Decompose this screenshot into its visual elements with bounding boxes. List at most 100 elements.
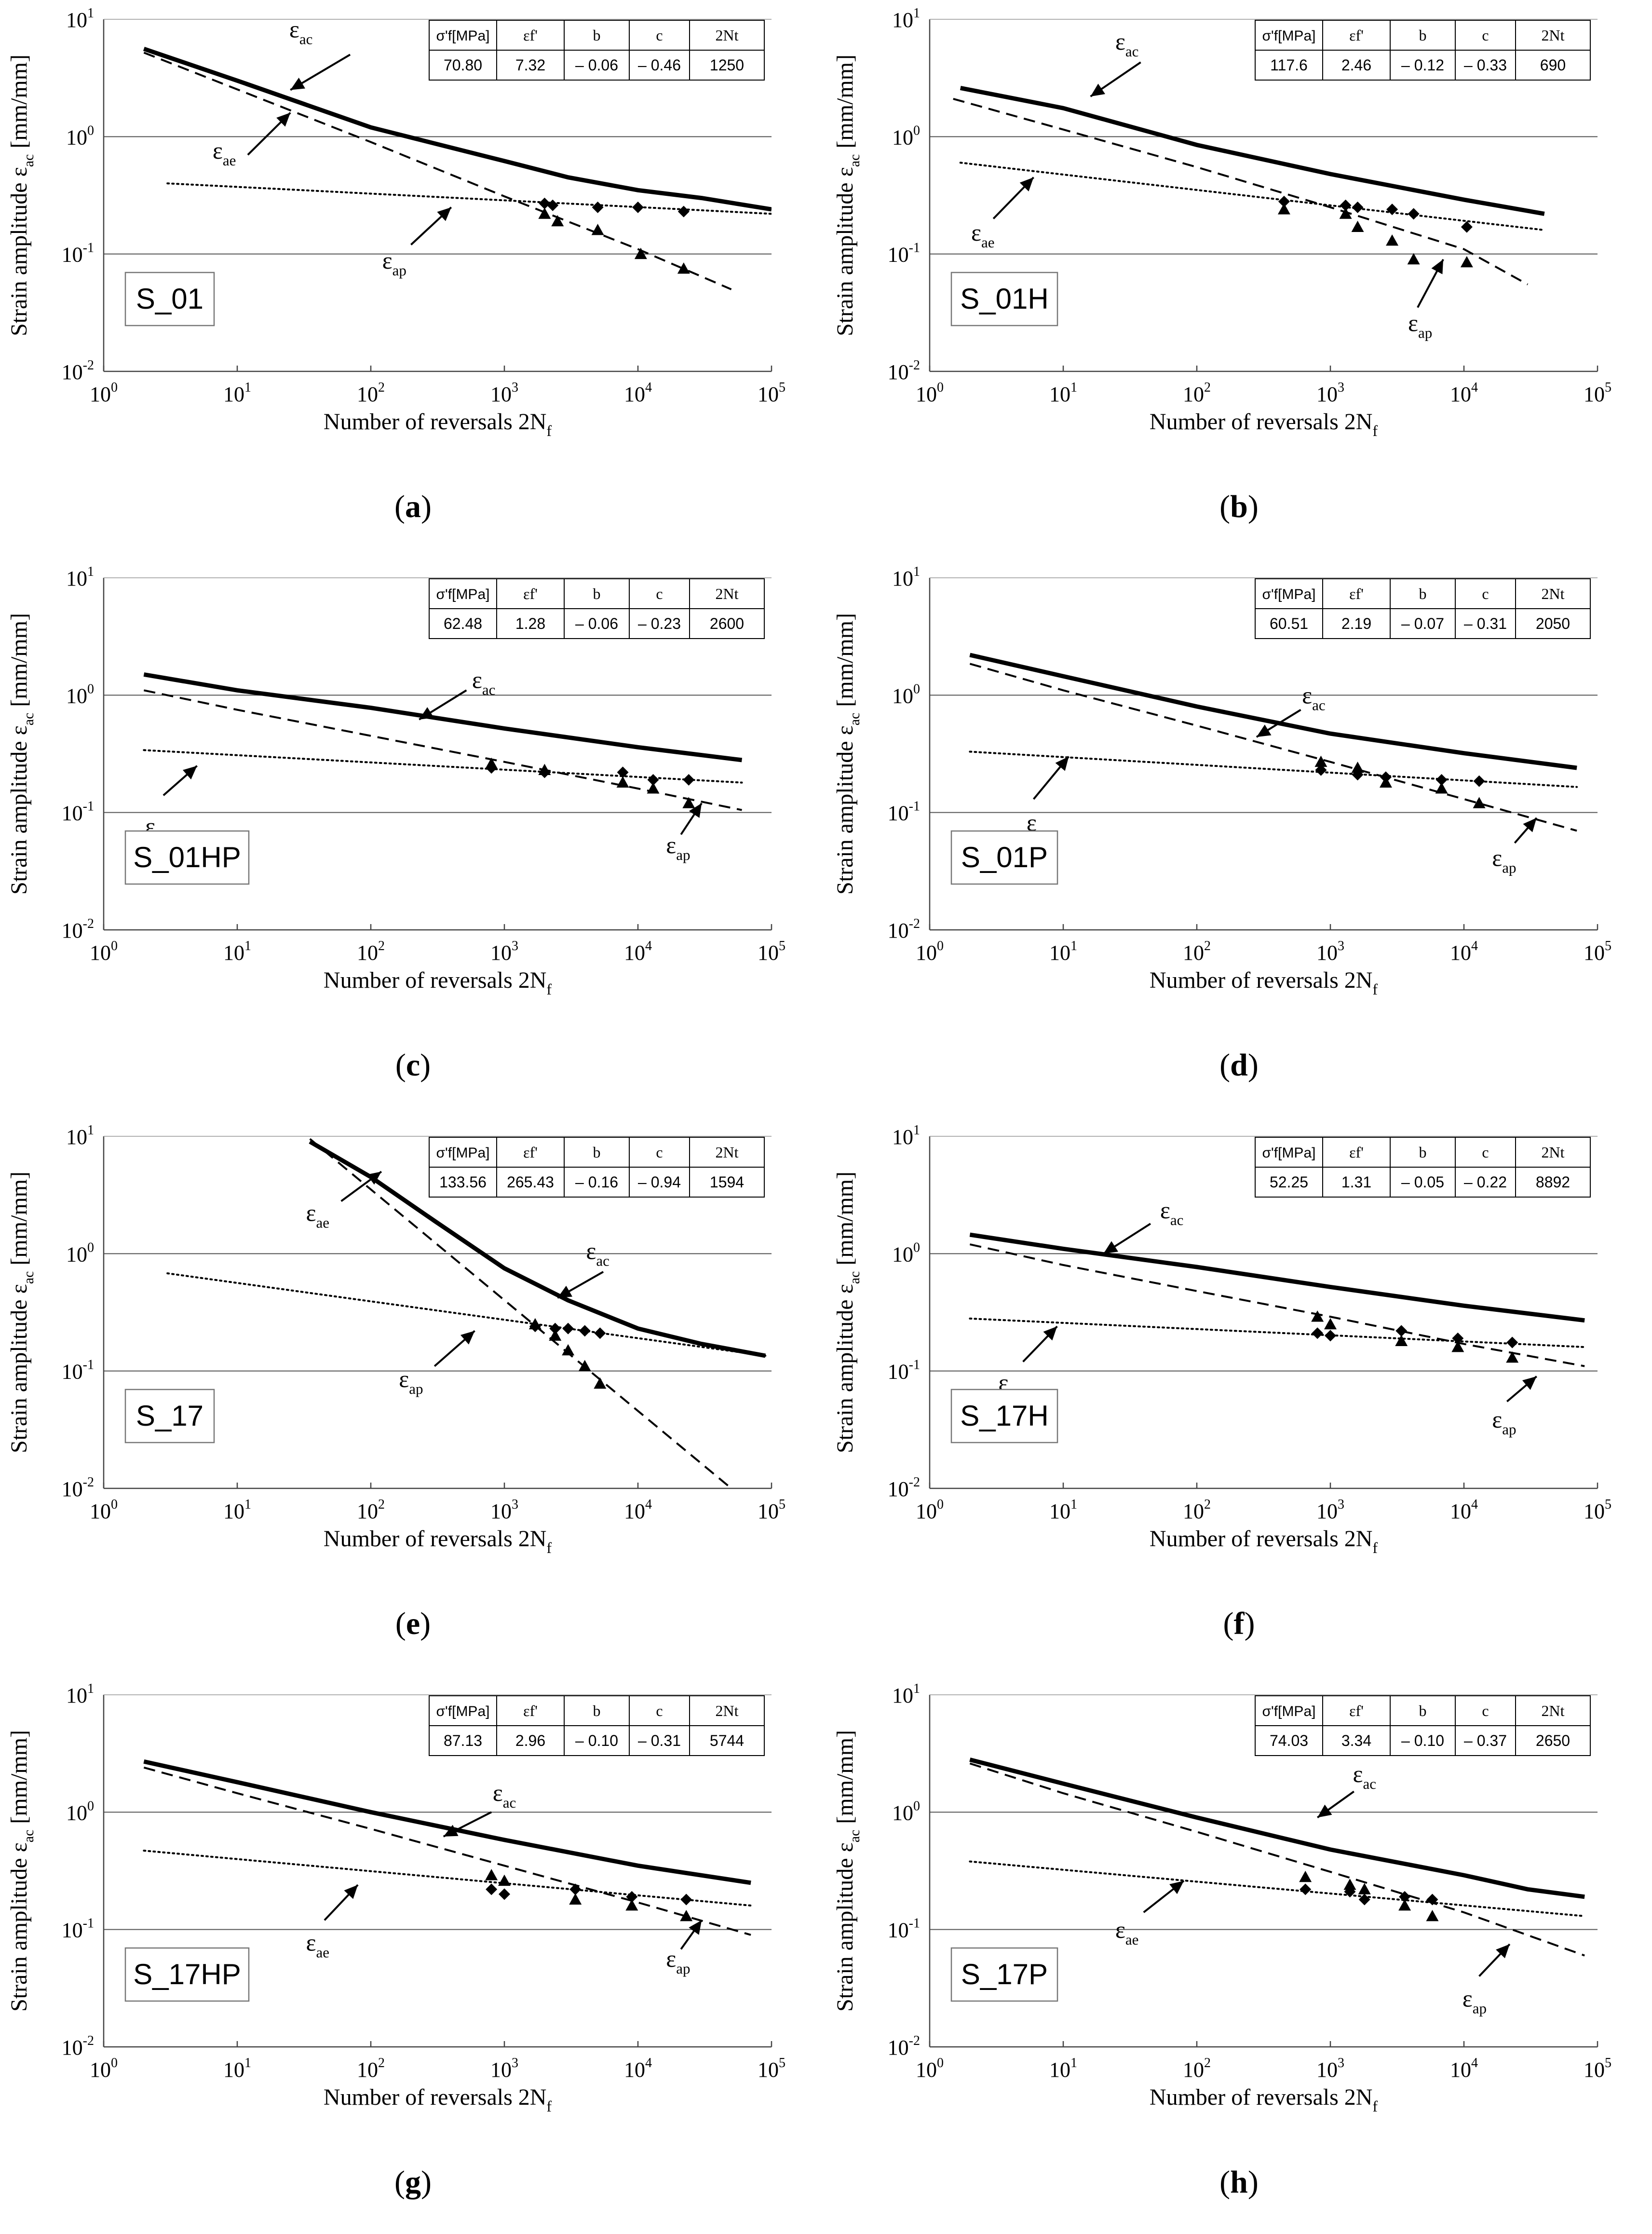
annotation-ap: εap [1408,310,1432,341]
y-tick-label: 101 [892,564,920,590]
data-point-ap [1343,1879,1356,1890]
data-point-ap [682,797,695,808]
x-tick-label: 100 [916,1497,944,1523]
table-value-cell: 690 [1540,56,1566,74]
data-point-ae [632,201,644,213]
table-header-cell: εf' [1349,585,1364,602]
specimen-label: S_01HP [124,830,250,885]
y-tick-label: 101 [66,1681,94,1707]
data-point-ap [591,223,604,235]
table-header-cell: b [593,1702,601,1719]
x-tick-label: 104 [624,380,652,406]
table-header-cell: c [656,1702,663,1719]
table-value-cell: 133.56 [439,1173,487,1191]
table-header-cell: εf' [1349,1144,1364,1161]
series-ac-line [969,1757,1585,1899]
data-point-ae [592,201,604,213]
table-header-cell: εf' [523,1702,538,1719]
table-header-cell: 2Nt [1542,1702,1565,1719]
data-point-ae [1461,221,1473,233]
arrow-ap-icon [433,1330,475,1367]
data-point-ap [1451,1340,1464,1352]
series-ap-line [143,1766,751,1936]
annotation-ac: εac [1115,28,1139,60]
data-point-ae [1426,1893,1438,1906]
series-ap-line [969,1762,1585,1957]
parameter-table: σ'f[MPa] 117.6 εf' 2.46 b – 0.12 c – 0.33 2Nt 690 [1255,20,1591,81]
chart-panel-b: 100 101 102 103 104 105 101 100 10-1 10-2 Number o… [826,0,1652,558]
y-axis-label: Strain amplitude εac [mm/mm] [6,1171,37,1453]
arrow-ae-icon [1022,1325,1058,1362]
x-tick-label: 101 [1049,1497,1077,1523]
table-header-cell: σ'f[MPa] [436,28,490,44]
panel-caption: (c) [395,1048,431,1083]
data-point-ap [616,776,629,788]
data-point-ap [1398,1899,1411,1911]
data-point-ae [1395,1325,1408,1337]
table-header-cell: σ'f[MPa] [436,586,490,602]
arrow-ap-icon [1514,817,1538,844]
x-tick-label: 104 [1450,939,1478,965]
y-tick-label: 100 [66,681,94,708]
table-value-cell: 62.48 [444,615,482,632]
chart-panel-h: 100 101 102 103 104 105 101 100 10-1 10-2 Number o… [826,1676,1652,2234]
x-tick-label: 101 [1049,380,1077,406]
arrow-ae-icon [1033,756,1070,800]
arrow-ae-icon [162,765,198,796]
panel-caption: (a) [394,489,432,524]
parameter-table: σ'f[MPa] 133.56 εf' 265.43 b – 0.16 c – 0.94 2Nt… [429,1137,765,1198]
table-value-cell: 70.80 [444,56,482,74]
table-value-cell: 2.96 [515,1732,545,1749]
annotation-ap: εap [666,1945,690,1977]
y-tick-label: 101 [892,6,920,32]
table-header-cell: εf' [1349,1702,1364,1719]
data-point-ap [1395,1335,1408,1346]
svg-text:S_17HP: S_17HP [133,1958,241,1990]
data-point-ap [538,207,551,219]
table-header-cell: c [1482,27,1489,44]
data-point-ap [594,1377,607,1389]
data-point-ae [647,774,659,786]
x-tick-label: 105 [758,2056,785,2082]
table-header-cell: b [1419,27,1427,44]
data-point-ae [1278,195,1290,207]
x-tick-label: 103 [1316,939,1344,965]
y-tick-label: 100 [892,681,920,708]
table-value-cell: 60.51 [1270,615,1308,632]
data-point-ap [1379,776,1392,788]
y-tick-label: 10-1 [62,1358,94,1384]
data-point-ae [1399,1891,1411,1903]
table-header-cell: εf' [523,585,538,602]
series-ac-line [969,1232,1585,1323]
x-tick-label: 102 [1183,2056,1211,2082]
table-value-cell: – 0.07 [1401,615,1444,632]
y-tick-label: 100 [892,1240,920,1266]
data-point-ae [1300,1883,1312,1895]
data-point-ap [485,1869,498,1880]
x-axis-label: Number of reversals 2Nf [324,2084,552,2115]
arrow-ac-icon [1316,1790,1354,1819]
specimen-label: S_01H [950,272,1058,327]
table-header-cell: 2Nt [1542,585,1565,602]
table-value-cell: – 0.94 [638,1173,681,1191]
table-value-cell: – 0.37 [1464,1732,1507,1749]
table-value-cell: 117.6 [1270,56,1308,74]
table-header-cell: c [1482,1144,1489,1161]
table-value-cell: 7.32 [515,56,545,74]
x-axis-label: Number of reversals 2Nf [1150,1526,1378,1556]
svg-text:S_01H: S_01H [960,283,1048,315]
x-tick-label: 105 [1584,380,1611,406]
data-point-ap [551,215,564,227]
annotation-ap: εap [399,1365,423,1397]
table-header-cell: 2Nt [716,1702,739,1719]
svg-text:S_01HP: S_01HP [133,841,241,873]
data-point-ae [569,1883,582,1895]
series-ae-line [969,1860,1586,1917]
table-header-cell: b [1419,585,1427,602]
table-header-cell: εf' [523,1144,538,1161]
series-ap-line [143,52,732,290]
panel-caption: (f) [1223,1606,1255,1641]
table-value-cell: 2.19 [1341,615,1371,632]
data-point-ap [1435,782,1448,794]
